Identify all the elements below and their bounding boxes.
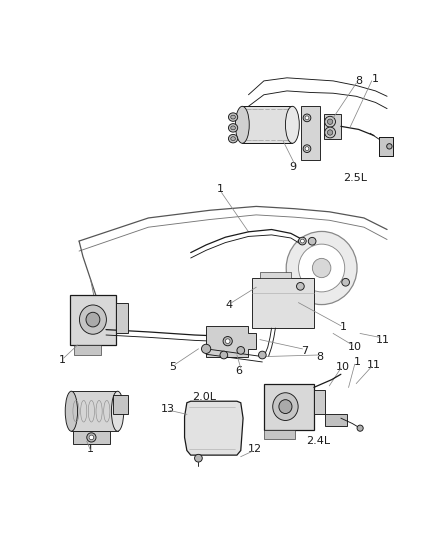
Circle shape bbox=[194, 454, 202, 462]
Polygon shape bbox=[74, 345, 100, 355]
Ellipse shape bbox=[230, 115, 235, 119]
Circle shape bbox=[87, 433, 96, 442]
Text: 1: 1 bbox=[87, 444, 94, 454]
Ellipse shape bbox=[230, 137, 235, 141]
Text: 10: 10 bbox=[347, 342, 361, 352]
Circle shape bbox=[219, 351, 227, 359]
Ellipse shape bbox=[79, 305, 106, 334]
Circle shape bbox=[225, 339, 230, 343]
Text: 2.4L: 2.4L bbox=[305, 436, 329, 446]
Text: 1: 1 bbox=[353, 357, 360, 367]
Text: 12: 12 bbox=[247, 444, 261, 454]
Ellipse shape bbox=[111, 391, 124, 431]
Polygon shape bbox=[184, 401, 243, 455]
Circle shape bbox=[327, 119, 332, 124]
Ellipse shape bbox=[65, 391, 78, 431]
Polygon shape bbox=[325, 414, 346, 426]
Circle shape bbox=[201, 344, 210, 353]
Circle shape bbox=[298, 237, 306, 245]
Circle shape bbox=[304, 147, 308, 151]
Text: 1: 1 bbox=[59, 356, 66, 366]
Text: 9: 9 bbox=[288, 162, 295, 172]
Circle shape bbox=[324, 127, 335, 138]
Polygon shape bbox=[113, 395, 128, 414]
Ellipse shape bbox=[286, 231, 356, 304]
Polygon shape bbox=[263, 430, 294, 439]
Circle shape bbox=[386, 144, 391, 149]
Circle shape bbox=[296, 282, 304, 290]
Polygon shape bbox=[263, 384, 313, 430]
Ellipse shape bbox=[298, 244, 344, 292]
Text: 1: 1 bbox=[216, 184, 223, 195]
Circle shape bbox=[223, 336, 232, 346]
Polygon shape bbox=[206, 326, 256, 357]
Ellipse shape bbox=[272, 393, 297, 421]
Ellipse shape bbox=[285, 106, 299, 143]
Circle shape bbox=[303, 145, 310, 152]
Circle shape bbox=[300, 239, 304, 243]
Text: 2.5L: 2.5L bbox=[342, 173, 366, 183]
Polygon shape bbox=[242, 106, 292, 143]
Ellipse shape bbox=[312, 259, 330, 278]
Circle shape bbox=[327, 130, 332, 135]
Polygon shape bbox=[259, 272, 290, 278]
Polygon shape bbox=[116, 303, 127, 334]
Text: 8: 8 bbox=[354, 76, 361, 86]
Circle shape bbox=[303, 114, 310, 122]
Ellipse shape bbox=[228, 134, 237, 143]
Polygon shape bbox=[313, 390, 325, 414]
Text: 1: 1 bbox=[371, 75, 378, 84]
Circle shape bbox=[356, 425, 362, 431]
Text: 11: 11 bbox=[374, 335, 389, 345]
Text: 4: 4 bbox=[225, 300, 232, 310]
Circle shape bbox=[304, 116, 308, 120]
Ellipse shape bbox=[278, 400, 291, 414]
Circle shape bbox=[237, 346, 244, 354]
Text: 6: 6 bbox=[234, 366, 241, 376]
Ellipse shape bbox=[230, 126, 235, 130]
Text: 8: 8 bbox=[316, 352, 323, 362]
Text: 10: 10 bbox=[335, 361, 349, 372]
Text: 5: 5 bbox=[169, 361, 176, 372]
Polygon shape bbox=[73, 431, 110, 443]
Circle shape bbox=[307, 237, 315, 245]
Polygon shape bbox=[300, 106, 319, 160]
Circle shape bbox=[341, 278, 349, 286]
Polygon shape bbox=[323, 114, 340, 139]
Polygon shape bbox=[252, 278, 313, 328]
Text: 11: 11 bbox=[366, 360, 380, 370]
Ellipse shape bbox=[228, 113, 237, 122]
Text: 1: 1 bbox=[339, 322, 346, 332]
Circle shape bbox=[258, 351, 265, 359]
Ellipse shape bbox=[86, 312, 99, 327]
Polygon shape bbox=[71, 391, 117, 431]
Text: 13: 13 bbox=[160, 404, 174, 414]
Ellipse shape bbox=[228, 124, 237, 132]
Polygon shape bbox=[378, 137, 392, 156]
Text: 2.0L: 2.0L bbox=[191, 392, 215, 401]
Ellipse shape bbox=[235, 106, 249, 143]
Circle shape bbox=[89, 435, 93, 440]
Polygon shape bbox=[70, 295, 116, 345]
Circle shape bbox=[324, 116, 335, 127]
Text: 7: 7 bbox=[300, 346, 307, 356]
